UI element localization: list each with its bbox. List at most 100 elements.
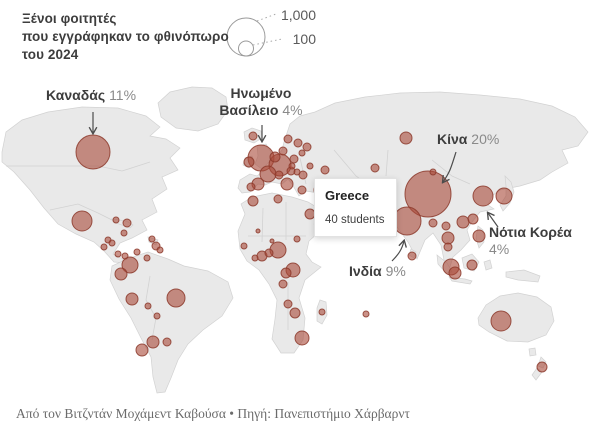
legend-large-value-label: 1,000 xyxy=(280,7,316,23)
country-bubble[interactable] xyxy=(288,162,296,170)
country-bubble[interactable] xyxy=(125,292,139,306)
country-bubble[interactable] xyxy=(153,312,161,320)
country-bubble[interactable] xyxy=(269,238,275,244)
country-bubble[interactable] xyxy=(246,182,256,192)
country-bubble[interactable] xyxy=(441,221,451,231)
country-bubble[interactable] xyxy=(298,170,308,180)
country-bubble[interactable] xyxy=(294,330,310,346)
country-bubble[interactable] xyxy=(120,229,128,237)
south-korea-country-bubble[interactable] xyxy=(472,185,494,207)
country-bubble[interactable] xyxy=(407,251,417,261)
country-bubble[interactable] xyxy=(362,310,370,318)
country-bubble[interactable] xyxy=(283,299,293,309)
chart-title-line-3: του 2024 xyxy=(22,47,79,62)
country-bubble[interactable] xyxy=(135,343,149,357)
country-bubble[interactable] xyxy=(247,195,259,207)
chart-title-line-2: που εγγράφηκαν το φθινόπωρο xyxy=(22,29,229,44)
country-bubble[interactable] xyxy=(302,142,312,152)
size-legend xyxy=(226,13,283,57)
country-bubble[interactable] xyxy=(428,218,438,228)
annotation-canada-name: Καναδάς xyxy=(46,87,106,103)
country-bubble[interactable] xyxy=(114,267,128,281)
country-bubble[interactable] xyxy=(251,254,259,262)
country-bubble[interactable] xyxy=(278,146,288,156)
country-bubble[interactable] xyxy=(280,177,294,191)
china-country-bubble[interactable] xyxy=(404,170,452,218)
country-bubble[interactable] xyxy=(112,216,120,224)
country-bubble[interactable] xyxy=(283,134,293,144)
country-bubble[interactable] xyxy=(280,267,292,279)
annotation-china-name: Κίνα xyxy=(437,131,468,147)
new-guinea-landmass xyxy=(505,269,541,283)
country-bubble[interactable] xyxy=(306,162,314,170)
country-bubble[interactable] xyxy=(240,242,248,250)
country-bubble[interactable] xyxy=(133,248,141,256)
tasmania-landmass xyxy=(528,347,537,357)
country-bubble[interactable] xyxy=(146,335,160,349)
country-bubble[interactable] xyxy=(264,248,274,258)
greece-country-bubble[interactable] xyxy=(297,185,307,195)
country-bubble[interactable] xyxy=(144,302,152,310)
country-bubble[interactable] xyxy=(148,235,156,243)
country-bubble[interactable] xyxy=(318,308,326,316)
greenland-landmass xyxy=(157,86,229,132)
bubbles-layer xyxy=(71,131,548,373)
country-bubble[interactable] xyxy=(269,151,281,163)
country-bubble[interactable] xyxy=(71,210,93,232)
country-bubble[interactable] xyxy=(121,256,139,274)
country-bubble[interactable] xyxy=(490,310,512,332)
country-bubble[interactable] xyxy=(289,307,301,319)
country-bubble[interactable] xyxy=(273,194,283,204)
chart-title: Ξένοι φοιτητές που εγγράφηκαν το φθινόπω… xyxy=(22,10,229,64)
country-bubble[interactable] xyxy=(466,259,478,271)
country-bubble[interactable] xyxy=(255,228,261,234)
country-bubble[interactable] xyxy=(121,252,129,260)
tooltip: Greece 40 students xyxy=(314,178,397,237)
country-bubble[interactable] xyxy=(108,239,116,247)
country-bubble[interactable] xyxy=(467,213,479,225)
chart-title-line-1: Ξένοι φοιτητές xyxy=(22,11,117,26)
tooltip-detail: 40 students xyxy=(325,214,385,226)
sulawesi-landmass xyxy=(483,259,493,271)
country-bubble[interactable] xyxy=(320,165,330,175)
legend-small-value-label: 100 xyxy=(292,31,316,47)
country-bubble[interactable] xyxy=(143,254,151,262)
country-bubble[interactable] xyxy=(293,138,303,148)
country-bubble[interactable] xyxy=(278,279,288,289)
country-bubble[interactable] xyxy=(274,170,284,180)
country-bubble[interactable] xyxy=(370,163,380,173)
country-bubble[interactable] xyxy=(456,215,470,229)
south-america-landmass xyxy=(109,251,234,394)
country-bubble[interactable] xyxy=(114,250,122,258)
annotation-india: Ινδία 9% xyxy=(349,263,406,280)
country-bubble[interactable] xyxy=(443,242,453,252)
country-bubble[interactable] xyxy=(122,218,132,228)
country-bubble[interactable] xyxy=(289,154,299,164)
country-bubble[interactable] xyxy=(472,229,486,243)
legend-small-circle xyxy=(238,40,254,57)
tooltip-country: Greece xyxy=(325,188,370,203)
country-bubble[interactable] xyxy=(293,168,301,176)
country-bubble[interactable] xyxy=(248,131,258,141)
annotation-canada-value: 11% xyxy=(109,87,137,103)
country-bubble[interactable] xyxy=(536,361,548,373)
country-bubble[interactable] xyxy=(293,235,301,243)
country-bubble[interactable] xyxy=(429,168,437,176)
country-bubble[interactable] xyxy=(448,266,462,280)
india-country-bubble[interactable] xyxy=(392,206,422,236)
country-bubble[interactable] xyxy=(100,243,108,251)
country-bubble[interactable] xyxy=(495,187,513,205)
country-bubble[interactable] xyxy=(298,149,306,157)
annotation-uk-value: 4% xyxy=(282,102,303,118)
canada-country-bubble[interactable] xyxy=(75,134,111,170)
country-bubble[interactable] xyxy=(166,288,186,308)
annotation-south-korea-name: Νότια Κορέα xyxy=(489,224,572,240)
country-bubble[interactable] xyxy=(156,246,164,254)
byline-source: Από τον Βιτζντάν Μοχάμεντ Καβούσα • Πηγή… xyxy=(16,406,410,421)
annotation-india-value: 9% xyxy=(385,263,406,279)
country-bubble[interactable] xyxy=(441,231,455,245)
country-bubble[interactable] xyxy=(399,131,413,145)
country-bubble[interactable] xyxy=(243,156,255,168)
country-bubble[interactable] xyxy=(162,337,172,347)
annotation-south-korea-value: 4% xyxy=(489,241,510,257)
